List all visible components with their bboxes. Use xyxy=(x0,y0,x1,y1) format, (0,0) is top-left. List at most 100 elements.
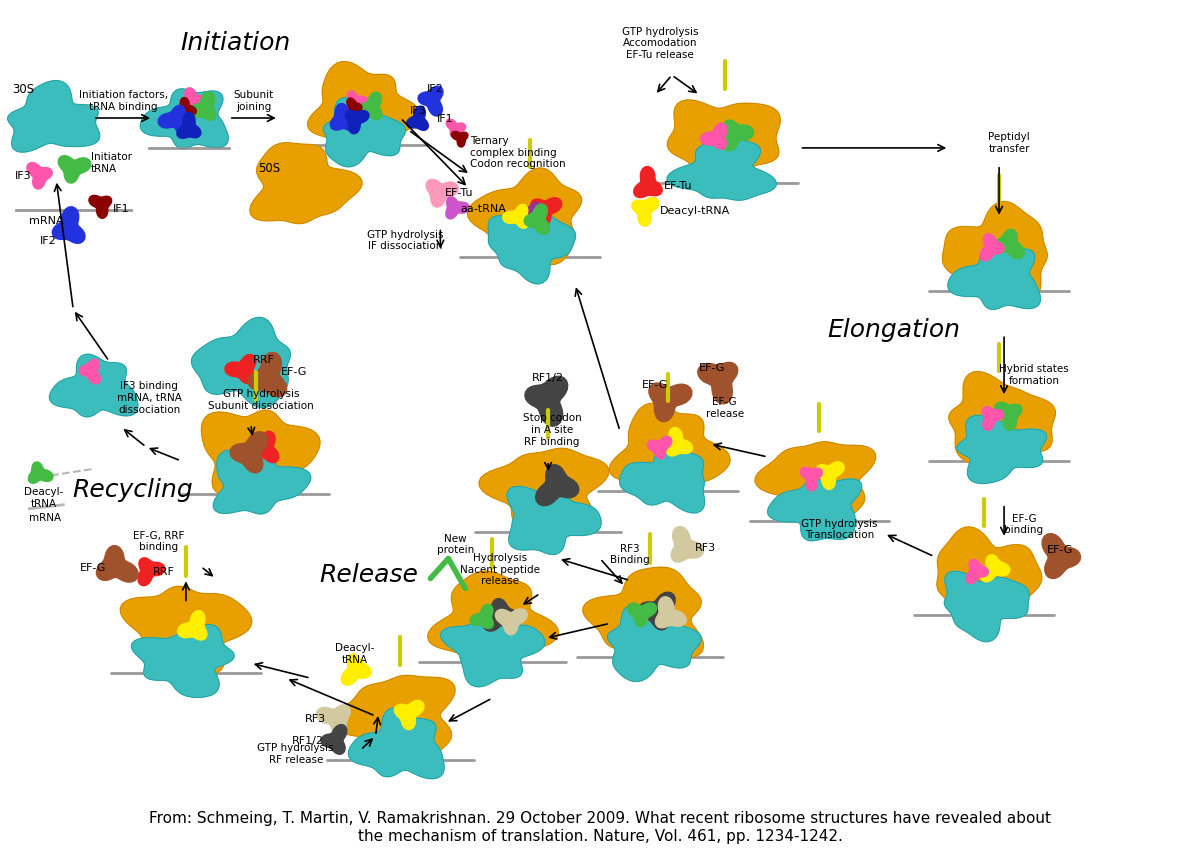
Text: EF-Tu: EF-Tu xyxy=(664,181,692,191)
Polygon shape xyxy=(496,609,527,635)
Text: Release: Release xyxy=(319,561,418,586)
Polygon shape xyxy=(1042,534,1081,579)
Text: GTP hydrolysis
RF release: GTP hydrolysis RF release xyxy=(258,742,334,764)
Polygon shape xyxy=(722,121,754,152)
Text: mRNA: mRNA xyxy=(29,512,61,522)
Polygon shape xyxy=(451,132,468,147)
Polygon shape xyxy=(942,202,1048,300)
Polygon shape xyxy=(701,124,727,150)
Polygon shape xyxy=(347,92,367,111)
Polygon shape xyxy=(484,599,520,631)
Polygon shape xyxy=(395,700,424,730)
Polygon shape xyxy=(358,93,382,121)
Text: EF-G: EF-G xyxy=(79,561,106,572)
Text: GTP hydrolysis
Accomodation
EF-Tu release: GTP hydrolysis Accomodation EF-Tu releas… xyxy=(622,26,698,60)
Text: From: Schmeing, T. Martin, V. Ramakrishnan. 29 October 2009. What recent ribosom: From: Schmeing, T. Martin, V. Ramakrishn… xyxy=(149,810,1051,826)
Polygon shape xyxy=(446,120,466,138)
Polygon shape xyxy=(937,527,1042,628)
Polygon shape xyxy=(583,567,703,658)
Polygon shape xyxy=(427,572,558,663)
Polygon shape xyxy=(192,318,290,408)
Polygon shape xyxy=(638,592,676,630)
Polygon shape xyxy=(992,230,1025,259)
Polygon shape xyxy=(655,597,686,628)
Polygon shape xyxy=(980,234,1004,262)
Polygon shape xyxy=(516,203,541,225)
Polygon shape xyxy=(341,654,371,686)
Polygon shape xyxy=(755,442,876,527)
Polygon shape xyxy=(120,586,252,681)
Polygon shape xyxy=(348,708,444,779)
Polygon shape xyxy=(647,437,672,459)
Text: Hybrid states
formation: Hybrid states formation xyxy=(1000,364,1069,385)
Text: EF-Tu: EF-Tu xyxy=(445,187,474,198)
Polygon shape xyxy=(323,99,406,168)
Polygon shape xyxy=(138,558,164,586)
Polygon shape xyxy=(89,196,112,219)
Polygon shape xyxy=(330,105,359,132)
Polygon shape xyxy=(224,355,256,384)
Text: Recycling: Recycling xyxy=(73,477,193,501)
Polygon shape xyxy=(631,199,659,227)
Polygon shape xyxy=(980,555,1010,582)
Polygon shape xyxy=(607,605,702,682)
Polygon shape xyxy=(317,705,350,735)
Polygon shape xyxy=(470,605,493,629)
Polygon shape xyxy=(252,432,278,463)
Polygon shape xyxy=(634,167,662,199)
Polygon shape xyxy=(816,463,844,490)
Polygon shape xyxy=(132,625,234,698)
Polygon shape xyxy=(619,442,704,513)
Text: RF1/2: RF1/2 xyxy=(292,735,324,746)
Text: RF3: RF3 xyxy=(305,713,325,723)
Text: EF-G
release: EF-G release xyxy=(706,397,744,418)
Polygon shape xyxy=(800,468,822,492)
Text: the mechanism of translation. Nature, Vol. 461, pp. 1234-1242.: the mechanism of translation. Nature, Vo… xyxy=(358,828,842,843)
Polygon shape xyxy=(320,725,347,754)
Text: Subunit
joining: Subunit joining xyxy=(234,90,274,112)
Text: Initiator
tRNA: Initiator tRNA xyxy=(91,152,132,174)
Polygon shape xyxy=(440,617,545,687)
Text: New
protein: New protein xyxy=(437,533,474,555)
Polygon shape xyxy=(768,480,862,541)
Text: GTP hydrolysis
Subunit dissociation: GTP hydrolysis Subunit dissociation xyxy=(208,389,313,411)
Text: IF2: IF2 xyxy=(40,235,56,245)
Polygon shape xyxy=(346,112,370,135)
Text: EF-G: EF-G xyxy=(642,380,668,389)
Polygon shape xyxy=(178,98,197,116)
Polygon shape xyxy=(250,144,362,224)
Text: GTP hydrolysis
IF dissociation: GTP hydrolysis IF dissociation xyxy=(367,229,444,251)
Text: 50S: 50S xyxy=(258,162,280,176)
Polygon shape xyxy=(176,113,200,139)
Text: Elongation: Elongation xyxy=(828,318,961,342)
Text: mRNA: mRNA xyxy=(29,216,64,226)
Text: RF3
Binding: RF3 Binding xyxy=(610,543,649,565)
Text: Deacyl-
tRNA: Deacyl- tRNA xyxy=(24,486,62,508)
Polygon shape xyxy=(524,204,550,235)
Text: IF3 binding
mRNA, tRNA
dissociation: IF3 binding mRNA, tRNA dissociation xyxy=(116,381,181,414)
Text: EF-G, RRF
binding: EF-G, RRF binding xyxy=(133,530,185,552)
Polygon shape xyxy=(995,403,1022,431)
Text: IF2: IF2 xyxy=(427,84,444,94)
Polygon shape xyxy=(53,208,85,244)
Text: IF3: IF3 xyxy=(14,170,31,181)
Polygon shape xyxy=(331,676,455,766)
Polygon shape xyxy=(628,603,656,627)
Text: Initiation: Initiation xyxy=(181,32,290,55)
Polygon shape xyxy=(667,136,776,201)
Text: EF-G: EF-G xyxy=(698,363,725,373)
Polygon shape xyxy=(7,82,100,153)
Polygon shape xyxy=(944,572,1030,642)
Text: Deacyl-
tRNA: Deacyl- tRNA xyxy=(335,642,374,665)
Text: RRF: RRF xyxy=(253,354,275,365)
Polygon shape xyxy=(418,87,443,117)
Polygon shape xyxy=(96,546,138,583)
Text: Deacyl-tRNA: Deacyl-tRNA xyxy=(660,205,730,216)
Polygon shape xyxy=(178,611,206,641)
Polygon shape xyxy=(49,354,138,417)
Polygon shape xyxy=(524,377,568,427)
Text: Peptidyl
transfer: Peptidyl transfer xyxy=(988,132,1030,153)
Polygon shape xyxy=(503,205,529,229)
Text: aa-tRNA: aa-tRNA xyxy=(461,204,506,214)
Polygon shape xyxy=(468,169,582,265)
